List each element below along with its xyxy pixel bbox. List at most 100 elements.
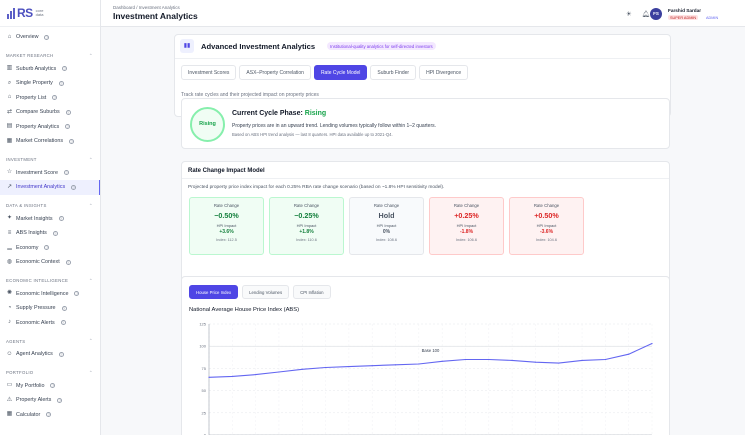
sidebar-item-property-analytics[interactable]: ▤ Property Analytics?: [0, 120, 100, 135]
sidebar-item-economic-alerts[interactable]: ♪ Economic Alerts?: [0, 316, 100, 331]
chevron-up-icon[interactable]: ⌃: [88, 202, 93, 208]
analytics-title: Advanced Investment Analytics: [201, 42, 316, 51]
sidebar-item-compare-suburbs[interactable]: ⇄ Compare Suburbs?: [0, 105, 100, 120]
help-icon[interactable]: ?: [57, 397, 63, 403]
scenario-row: Rate Change −0.50% HPI Impact +3.6% Index: 1…: [189, 197, 584, 255]
notification-bell-icon[interactable]: 🔔︎: [641, 11, 650, 18]
y-tick-label: 50: [202, 388, 207, 393]
sidebar-item-economic-context[interactable]: ◍ Economic Context?: [0, 255, 100, 270]
help-icon[interactable]: ?: [71, 184, 77, 190]
help-icon[interactable]: ?: [69, 138, 75, 144]
logo-subtitle: core data: [35, 8, 44, 17]
help-icon[interactable]: ?: [62, 66, 68, 72]
sidebar-item-property-alerts[interactable]: ⚠ Property Alerts?: [0, 393, 100, 408]
gauge-icon: ◔: [7, 304, 12, 311]
help-icon[interactable]: ?: [65, 109, 71, 115]
scenario-rate-change: Hold: [378, 211, 395, 220]
hpi-data-point: [394, 364, 397, 366]
help-icon[interactable]: ?: [44, 245, 50, 251]
home-icon: ⌂: [7, 33, 12, 40]
help-icon[interactable]: ?: [61, 305, 67, 311]
help-icon[interactable]: ?: [58, 351, 64, 357]
divider: [182, 178, 669, 179]
help-icon[interactable]: ?: [58, 80, 64, 86]
rate-scenario-card: Rate Change −0.25% HPI Impact +1.8% Index: 1…: [269, 197, 344, 255]
sidebar-item-market-correlations[interactable]: ▦ Market Correlations?: [0, 134, 100, 149]
sidebar-section-investment[interactable]: INVESTMENT ⌃: [0, 154, 100, 166]
sidebar-item-investment-analytics[interactable]: ↗ Investment Analytics?: [0, 180, 100, 195]
help-icon[interactable]: ?: [65, 259, 71, 265]
hpi-data-point: [301, 368, 303, 370]
help-icon[interactable]: ?: [63, 170, 69, 176]
scenario-hpi-impact: 0%: [382, 229, 391, 235]
cycle-phase-card: Rising Current Cycle Phase: Rising Prope…: [181, 98, 670, 149]
help-icon[interactable]: ?: [74, 291, 80, 297]
theme-toggle-icon[interactable]: ☀: [625, 11, 632, 18]
chart-tab-house-price-index[interactable]: House Price Index: [189, 285, 239, 299]
chart-tab-lending-volumes[interactable]: Lending Volumes: [242, 285, 290, 299]
help-icon[interactable]: ?: [44, 34, 50, 40]
sidebar-section-economic-intelligence[interactable]: ECONOMIC INTELLIGENCE ⌃: [0, 275, 100, 287]
sidebar-item-abs-insights[interactable]: ≡ ABS Insights?: [0, 226, 100, 241]
sidebar-section-market-research[interactable]: MARKET RESEARCH ⌃: [0, 50, 100, 62]
sidebar-item-economy[interactable]: ▁ Economy?: [0, 241, 100, 256]
chart-icon: ▤: [6, 123, 13, 130]
sidebar-item-overview[interactable]: ⌂ Overview?: [0, 30, 100, 45]
chevron-up-icon[interactable]: ⌃: [88, 52, 93, 58]
avatar[interactable]: FS: [650, 8, 662, 20]
hpi-data-point: [534, 361, 537, 363]
cycle-phase-ring: Rising: [190, 107, 225, 142]
chevron-up-icon[interactable]: ⌃: [88, 369, 93, 375]
sidebar-item-label: Single Property: [16, 80, 53, 87]
chevron-up-icon[interactable]: ⌃: [88, 156, 93, 162]
chevron-up-icon[interactable]: ⌃: [88, 277, 93, 283]
help-icon[interactable]: ?: [46, 412, 52, 418]
sidebar-item-suburb-analytics[interactable]: ▥ Suburb Analytics?: [0, 62, 100, 77]
sidebar-item-supply-pressure[interactable]: ◔ Supply Pressure?: [0, 301, 100, 316]
scenario-hpi-impact: -1.8%: [459, 229, 474, 235]
sidebar-section-title: INVESTMENT: [6, 157, 37, 162]
sidebar-section-portfolio[interactable]: PORTFOLIO ⌃: [0, 367, 100, 379]
help-icon[interactable]: ?: [52, 230, 58, 236]
scenario-hpi-label: HPI Impact: [296, 223, 317, 228]
tab-investment-scores[interactable]: Investment Scores: [181, 65, 237, 80]
sidebar-item-calculator[interactable]: ▦ Calculator?: [0, 408, 100, 423]
help-icon[interactable]: ?: [52, 95, 58, 101]
sidebar-item-agent-analytics[interactable]: ☺ Agent Analytics?: [0, 347, 100, 362]
chevron-up-icon[interactable]: ⌃: [88, 338, 93, 343]
sidebar-item-label: Economy: [16, 244, 39, 251]
sidebar-item-economic-intelligence[interactable]: ✺ Economic Intelligence?: [0, 287, 100, 302]
sidebar-section-data-insights[interactable]: DATA & INSIGHTS ⌃: [0, 200, 100, 212]
app-logo[interactable]: RS core data: [0, 0, 100, 27]
main-content: ▮▮ Advanced Investment Analytics Institu…: [101, 27, 745, 435]
sidebar-item-single-property[interactable]: ⌕ Single Property?: [0, 76, 100, 91]
sidebar-item-label: Overview: [16, 34, 39, 41]
chart-tab-cpi-inflation[interactable]: CPI Inflation: [293, 285, 331, 299]
tab-rate-cycle-model[interactable]: Rate Cycle Model: [313, 65, 368, 80]
breadcrumb[interactable]: Dashboard / Investment Analytics: [113, 5, 180, 10]
sidebar-item-my-portfolio[interactable]: ▭ My Portfolio?: [0, 379, 100, 394]
sidebar-item-label: Economic Context: [16, 259, 60, 266]
sidebar-section-agents[interactable]: AGENTS ⌃: [0, 335, 100, 347]
tab-hpi-divergence[interactable]: HPI Divergence: [419, 65, 469, 80]
tab-asx-property-correlation[interactable]: ASX–Property Correlation: [239, 65, 311, 80]
user-name[interactable]: Farshid Sardar: [668, 8, 702, 13]
sidebar-item-market-insights[interactable]: ✦ Market Insights?: [0, 212, 100, 227]
analytics-caption: Track rate cycles and their projected im…: [181, 92, 319, 98]
tab-suburb-finder[interactable]: Suburb Finder: [370, 65, 417, 80]
help-icon[interactable]: ?: [50, 383, 56, 389]
sidebar-section-title: MARKET RESEARCH: [6, 53, 54, 58]
scenario-rate-change: +0.50%: [534, 211, 559, 220]
sidebar-item-property-list[interactable]: ⌂ Property List?: [0, 91, 100, 106]
help-icon[interactable]: ?: [60, 320, 66, 326]
help-icon[interactable]: ?: [58, 216, 64, 222]
sidebar-item-label: Property List: [16, 94, 47, 101]
hpi-data-point: [278, 371, 280, 373]
sidebar-item-investment-score[interactable]: ☆ Investment Score?: [0, 166, 100, 181]
reference-line-label: Base 100: [422, 348, 440, 353]
help-icon[interactable]: ?: [65, 124, 71, 130]
sidebar-item-label: Property Analytics: [16, 123, 60, 130]
hpi-data-point: [558, 362, 560, 364]
sidebar-item-label: Economic Alerts: [16, 319, 55, 326]
chart-bar-icon: ▥: [6, 65, 13, 72]
